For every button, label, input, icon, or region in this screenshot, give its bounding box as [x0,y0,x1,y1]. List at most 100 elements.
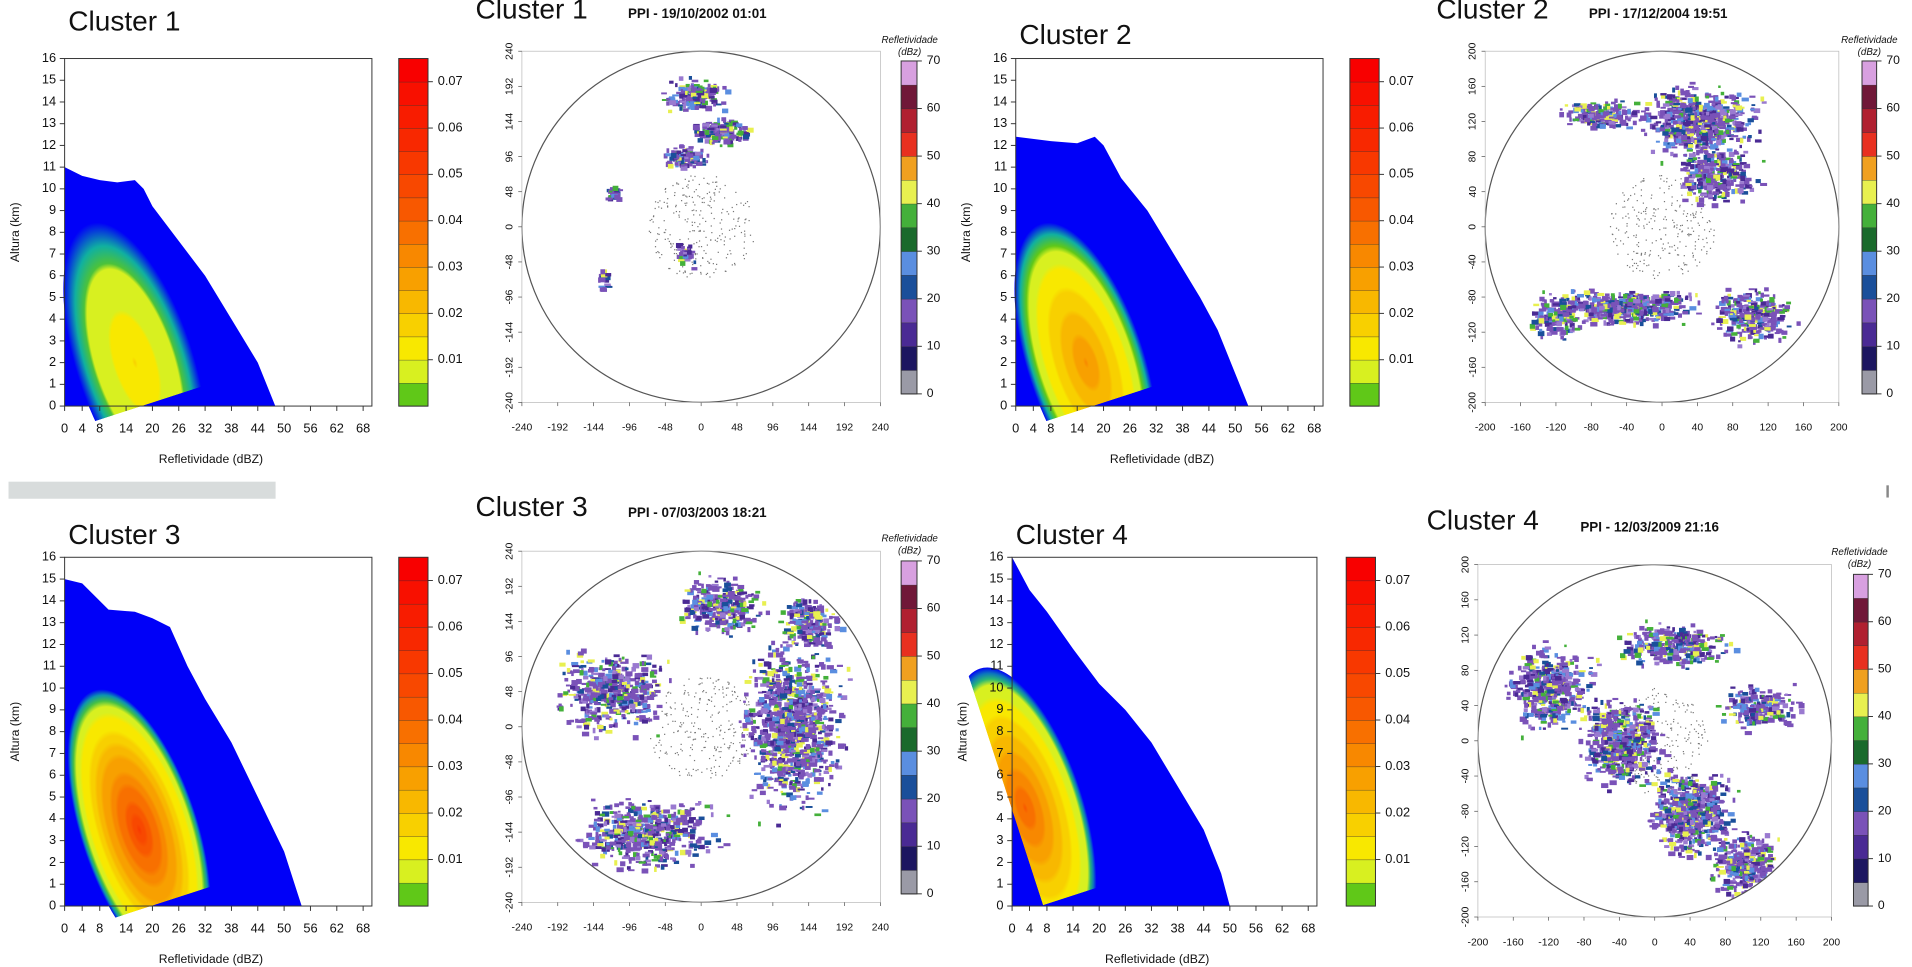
y-tick-label: 3 [49,332,56,347]
colorbar-tick-label: 0.06 [1389,119,1414,134]
x-tick-label: 200 [1830,423,1848,434]
colorbar-band [1346,650,1375,674]
panel-title: Cluster 3 [476,491,588,522]
y-tick-label: 16 [993,50,1007,65]
y-tick-label: -240 [504,392,515,413]
x-tick-label: 120 [1759,423,1777,434]
x-tick-label: 62 [330,421,344,436]
y-axis-label: Altura (km) [956,702,970,762]
colorbar-band [1862,156,1877,180]
y-tick-label: 4 [49,810,56,825]
colorbar-band [901,632,917,656]
x-tick-label: -240 [512,423,533,434]
y-tick-label: -160 [1460,871,1471,892]
colorbar-tick-label: 0.06 [438,119,463,134]
colorbar-tick-label: 30 [927,243,941,257]
x-axis-label: Refletividade (dBZ) [159,952,263,966]
colorbar-tick-label: 70 [1886,53,1900,67]
colorbar-tick-label: 0 [1878,898,1885,912]
x-tick-label: 56 [303,421,317,436]
colorbar-tick-label: 0.07 [438,572,463,587]
x-tick-label: -160 [1510,423,1531,434]
x-tick-label: -96 [622,423,637,434]
colorbar-band [399,313,428,337]
colorbar-title: (dBz) [898,546,921,557]
y-tick-label: -144 [504,822,515,843]
y-tick-label: 1 [49,876,56,891]
colorbar-band [901,156,917,180]
y-tick-label: 2 [1000,354,1007,369]
x-tick-label: 144 [800,923,818,934]
y-tick-label: 96 [504,151,515,163]
x-tick-label: 0 [698,923,704,934]
colorbar-band [1853,645,1868,669]
y-axis-label: Altura (km) [959,203,973,263]
y-tick-label: 240 [504,42,515,60]
colorbar-tick-label: 50 [1886,148,1900,162]
y-tick-label: 10 [42,679,56,694]
panel-title: Cluster 4 [1427,504,1539,535]
x-tick-label: 32 [198,421,212,436]
y-tick-label: -200 [1460,906,1471,927]
y-tick-label: -48 [504,254,515,269]
y-tick-label: 16 [42,549,56,564]
colorbar-band [1346,557,1375,581]
colorbar-band [901,227,917,251]
x-tick-label: 14 [1066,921,1080,936]
y-tick-label: -192 [504,857,515,878]
y-tick-label: 13 [993,115,1007,130]
colorbar-band [399,883,428,907]
colorbar-tick-label: 0.04 [438,711,463,726]
y-tick-label: 14 [42,93,56,108]
colorbar-tick-label: 30 [1878,756,1892,770]
colorbar-band [1862,275,1877,299]
y-tick-label: 9 [49,202,56,217]
colorbar-band [399,59,428,83]
colorbar-tick-label: 20 [927,791,941,805]
x-tick-label: 4 [79,421,86,436]
colorbar-band [1346,720,1375,744]
x-tick-label: 14 [119,421,133,436]
x-tick-label: -144 [583,423,604,434]
colorbar-band [1853,574,1868,598]
colorbar-band [1350,337,1379,361]
y-tick-label: 0 [504,224,515,230]
colorbar-band [901,85,917,109]
colorbar-band [1853,788,1868,812]
colorbar-band [1862,85,1877,109]
colorbar-tick-label: 60 [927,101,941,115]
colorbar-tick-label: 40 [1878,709,1892,723]
colorbar-tick-label: 70 [927,53,941,67]
y-tick-label: 0 [1460,738,1471,744]
x-tick-label: -40 [1612,937,1627,948]
colorbar-tick-label: 0.06 [1385,618,1410,633]
colorbar-band [901,870,917,894]
y-tick-label: 10 [989,679,1003,694]
colorbar-band [399,650,428,674]
x-tick-label: 0 [1659,423,1665,434]
x-axis-label: Refletividade (dBZ) [1105,952,1209,966]
colorbar-tick-label: 40 [927,196,941,210]
x-tick-label: 0 [1009,921,1016,936]
colorbar-title: (dBz) [1858,47,1881,58]
colorbar-band [1350,82,1379,106]
x-tick-label: -192 [547,923,568,934]
colorbar-tick-label: 20 [927,291,941,305]
y-tick-label: 7 [49,245,56,260]
panel-title: Cluster 3 [68,519,180,550]
x-tick-label: 192 [836,923,854,934]
y-tick-label: 3 [1000,332,1007,347]
x-tick-label: 96 [767,423,779,434]
x-tick-label: 14 [1070,421,1084,436]
y-tick-label: -144 [504,322,515,343]
y-tick-label: 13 [989,614,1003,629]
y-tick-label: 160 [1468,77,1479,95]
colorbar-tick-label: 60 [1878,614,1892,628]
x-tick-label: 62 [330,921,344,936]
colorbar-tick-label: 0.03 [1389,258,1414,273]
x-tick-label: 48 [731,923,743,934]
colorbar-band [901,61,917,85]
colorbar-band [1350,383,1379,407]
y-tick-label: 12 [42,137,56,152]
colorbar-band [1862,132,1877,156]
